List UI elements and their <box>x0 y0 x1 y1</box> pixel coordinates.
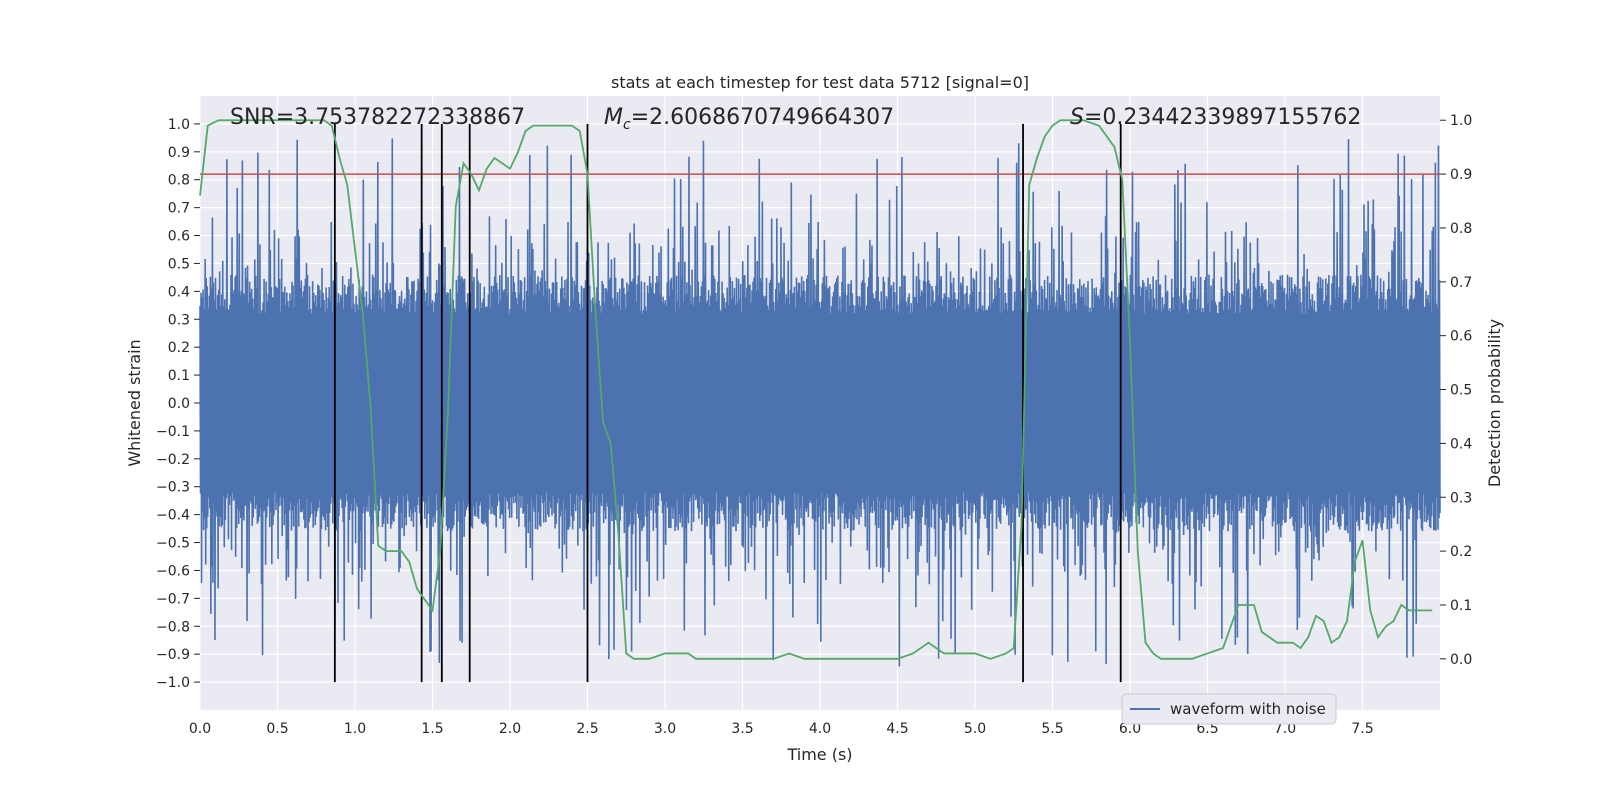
x-tick-label: 6.5 <box>1196 721 1218 737</box>
y-tick-label: 0.9 <box>168 145 190 161</box>
y-right-tick-label: 0.4 <box>1450 436 1472 452</box>
x-axis-ticks: 0.0 0.5 1.0 1.5 2.0 2.5 3.0 3.5 4.0 4.5 5.0 5.5 6.0 6… <box>189 721 1374 737</box>
y-tick-label: −0.5 <box>156 536 190 552</box>
x-tick-label: 1.0 <box>344 721 366 737</box>
y-tick-label: 0.0 <box>168 396 190 412</box>
y-right-axis-label: Detection probability <box>1485 319 1504 487</box>
y-axis-label: Whitened strain <box>125 339 144 466</box>
x-tick-label: 2.5 <box>576 721 598 737</box>
y-tick-label: 0.2 <box>168 340 190 356</box>
x-tick-label: 4.0 <box>809 721 831 737</box>
strain-line <box>199 138 1441 667</box>
x-tick-label: 1.5 <box>421 721 443 737</box>
y-right-tick-label: 0.0 <box>1450 652 1472 668</box>
s-annotation: S=0.23442339897155762 <box>1070 105 1361 130</box>
x-axis-label: Time (s) <box>786 745 852 764</box>
y-tick-label: 0.5 <box>168 256 190 272</box>
y-tick-label: 0.1 <box>168 368 190 384</box>
probability-line <box>199 119 1433 660</box>
x-tick-label: 7.0 <box>1274 721 1296 737</box>
x-tick-label: 7.5 <box>1351 721 1373 737</box>
y-tick-label: 0.4 <box>168 284 190 300</box>
y-tick-label: −0.7 <box>156 591 190 607</box>
y-right-tick-label: 0.2 <box>1450 544 1472 560</box>
y-tick-label: 1.0 <box>168 117 190 133</box>
y-tick-label: 0.7 <box>168 201 190 217</box>
strain-series <box>199 138 1441 667</box>
y-right-tick-label: 0.8 <box>1450 221 1472 237</box>
y-tick-label: −0.8 <box>156 619 190 635</box>
y-right-tick-label: 0.7 <box>1450 275 1472 291</box>
y-tick-label: −0.1 <box>156 424 190 440</box>
y-right-tick-label: 0.6 <box>1450 329 1472 345</box>
y-tick-label: 0.3 <box>168 312 190 328</box>
chirp-mass-value: =2.6068670749664307 <box>631 105 894 130</box>
y-right-tick-label: 1.0 <box>1450 113 1472 129</box>
legend-label: waveform with noise <box>1170 700 1326 718</box>
chirp-mass-subscript: c <box>623 117 631 133</box>
x-tick-label: 0.5 <box>266 721 288 737</box>
y-tick-label: −0.6 <box>156 563 190 579</box>
y-tick-label: −0.4 <box>156 508 190 524</box>
y-right-tick-label: 0.5 <box>1450 383 1472 399</box>
s-symbol: S <box>1070 105 1084 130</box>
chirp-mass-annotation: Mc=2.6068670749664307 <box>604 105 894 133</box>
y-tick-label: −0.3 <box>156 480 190 496</box>
snr-annotation: SNR=3.753782272338867 <box>230 105 525 130</box>
s-value: =0.23442339897155762 <box>1084 105 1361 130</box>
y-tick-label: −1.0 <box>156 675 190 691</box>
x-tick-label: 5.5 <box>1041 721 1063 737</box>
y-tick-label: −0.9 <box>156 647 190 663</box>
x-tick-label: 2.0 <box>499 721 521 737</box>
y-axis-ticks: 1.0 0.9 0.8 0.7 0.6 0.5 0.4 0.3 0.2 0.1 0.0 −0.1 −0.… <box>156 117 200 691</box>
probability-series <box>199 119 1433 660</box>
chart-title: stats at each timestep for test data 571… <box>611 73 1029 92</box>
x-tick-label: 4.5 <box>886 721 908 737</box>
y-right-tick-label: 0.9 <box>1450 167 1472 183</box>
y-tick-label: 0.8 <box>168 173 190 189</box>
x-tick-label: 3.0 <box>654 721 676 737</box>
x-tick-label: 5.0 <box>964 721 986 737</box>
legend-box <box>1121 693 1337 725</box>
chirp-mass-symbol: M <box>604 105 623 130</box>
x-tick-label: 0.0 <box>189 721 211 737</box>
y-right-tick-label: 0.3 <box>1450 490 1472 506</box>
y-right-axis-ticks: 1.0 0.9 0.8 0.7 0.6 0.5 0.4 0.3 0.2 0.1 0.0 <box>1440 113 1472 668</box>
y-right-tick-label: 0.1 <box>1450 598 1472 614</box>
legend: waveform with noise <box>1121 693 1337 725</box>
y-tick-label: −0.2 <box>156 452 190 468</box>
vertical-markers <box>333 123 1122 683</box>
y-tick-label: 0.6 <box>168 229 190 245</box>
x-tick-label: 3.5 <box>731 721 753 737</box>
x-tick-label: 6.0 <box>1119 721 1141 737</box>
